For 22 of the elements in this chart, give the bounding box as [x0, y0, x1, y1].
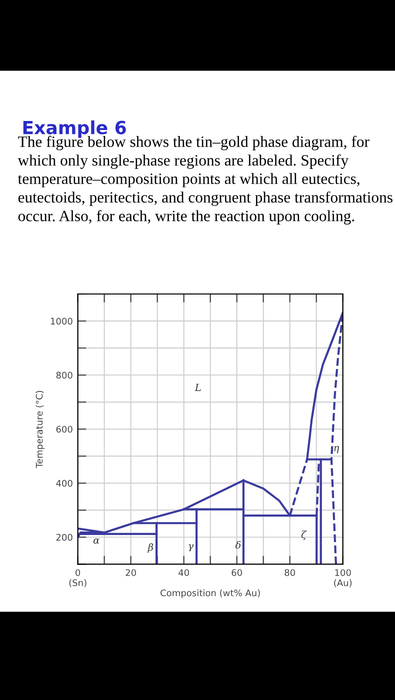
chart-title: Example 6 [23, 120, 126, 138]
y-tick-label: 600 [56, 426, 72, 433]
annotation: δ [235, 541, 241, 549]
y-axis-title: Temperature (°C) [36, 390, 44, 468]
annotation: β [148, 543, 154, 553]
y-tick-label: 1000 [50, 318, 72, 325]
annotation: α [93, 538, 100, 544]
x-tick-label: 60 [232, 569, 242, 576]
y-tick-label: 400 [56, 480, 72, 487]
x-tick-label: 0 (Sn) [69, 569, 86, 588]
annotation: γ [188, 544, 194, 552]
x-tick-label: 20 [126, 569, 136, 576]
annotation: η [334, 446, 339, 454]
chart-subtitle: The figure below shows the tin–gold phase diagram, for which only single-phase regions are labeled. Specify temperature–composition points at which all eutectics, eutectoids, peritectics, and congruent phase transformations occur. Also, for each, write the reaction upon cooling. [18, 136, 392, 225]
x-tick-label: 100 (Au) [334, 569, 352, 588]
x-tick-label: 80 [284, 569, 295, 576]
x-tick-label: 40 [178, 569, 189, 576]
y-tick-label: 800 [56, 372, 72, 379]
annotation: L [194, 384, 201, 391]
y-tick-label: 200 [56, 534, 72, 541]
x-axis-title: Composition (wt% Au) [160, 589, 260, 598]
annotation: ζ [301, 530, 307, 540]
